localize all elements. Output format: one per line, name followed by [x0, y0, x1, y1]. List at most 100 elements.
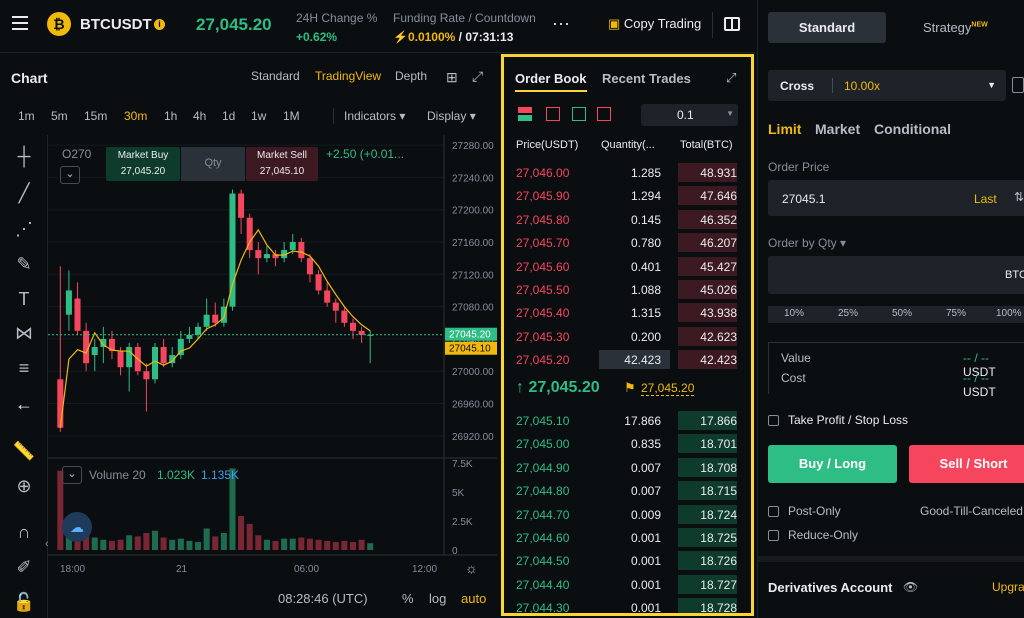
bid-row[interactable]: 27,045.10 17.866 17.866 — [504, 409, 751, 432]
hamburger-menu-icon[interactable] — [12, 16, 28, 30]
price-chart[interactable]: 27280.00 27240.00 27200.00 27160.00 27120.00… — [48, 135, 497, 585]
grid-icon[interactable]: ⊞ — [446, 69, 458, 85]
bid-row[interactable]: 27,044.40 0.001 18.727 — [504, 573, 751, 596]
crosshair-icon[interactable]: ┼ — [17, 146, 31, 166]
book-bids-icon[interactable] — [572, 107, 586, 121]
display-dropdown[interactable]: Display ▾ — [427, 109, 476, 123]
qty-input[interactable]: Qty — [181, 147, 245, 181]
tab-order-book[interactable]: Order Book — [515, 71, 587, 86]
type-conditional[interactable]: Conditional — [874, 121, 951, 137]
scroll-left-icon[interactable]: ‹ — [45, 538, 49, 550]
magnet-icon[interactable]: ∩ — [17, 522, 31, 542]
type-market[interactable]: Market — [815, 121, 861, 137]
zoom-in-icon[interactable]: ⊕ — [16, 476, 32, 496]
bid-row[interactable]: 27,044.30 0.001 18.728 — [504, 596, 751, 613]
bid-row[interactable]: 27,044.70 0.009 18.724 — [504, 503, 751, 526]
sell-short-button[interactable]: Sell / Short — [909, 445, 1024, 483]
ask-row[interactable]: 27,045.40 1.315 43.938 — [504, 301, 751, 324]
interval-1m[interactable]: 1m — [18, 109, 35, 123]
percent-option[interactable]: 25% — [838, 308, 859, 319]
interval-5m[interactable]: 5m — [51, 109, 68, 123]
ask-row[interactable]: 27,045.80 0.145 46.352 — [504, 208, 751, 231]
collapse-volume-button[interactable]: ⌄ — [62, 466, 82, 484]
percent-option[interactable]: 100% — [996, 308, 1022, 319]
last-button[interactable]: Last — [974, 192, 997, 206]
ask-row[interactable]: 27,045.30 0.200 42.623 — [504, 325, 751, 348]
brush-icon[interactable]: ✎ — [16, 254, 32, 274]
fib-tool-icon[interactable]: ⋰ — [15, 219, 33, 239]
qty-label[interactable]: Order by Qty ▾ — [768, 236, 847, 250]
ask-row[interactable]: 27,045.60 0.401 45.427 — [504, 255, 751, 278]
bid-row[interactable]: 27,044.60 0.001 18.725 — [504, 526, 751, 549]
copy-trading-button[interactable]: ▣ Copy Trading — [608, 16, 701, 32]
type-limit[interactable]: Limit — [768, 121, 802, 137]
settings-sun-icon[interactable]: ☼ — [465, 560, 478, 576]
ask-row[interactable]: 27,046.00 1.285 48.931 — [504, 161, 751, 184]
lock-icon[interactable]: 🔓 — [12, 592, 36, 612]
margin-leverage-select[interactable]: Cross 10.00x ▼ — [768, 70, 1006, 101]
time-in-force[interactable]: Good-Till-Canceled — [920, 504, 1023, 518]
scale-percent[interactable]: % — [402, 591, 414, 606]
mark-price[interactable]: 27,045.20 — [641, 381, 695, 396]
expand-icon[interactable]: ⤢ — [472, 68, 484, 84]
upgrade-link[interactable]: Upgra — [992, 580, 1024, 594]
tab-recent-trades[interactable]: Recent Trades — [602, 71, 691, 86]
time-tick-label: 06:00 — [294, 564, 319, 575]
post-only-checkbox[interactable] — [768, 506, 779, 517]
trendline-icon[interactable]: ╱ — [18, 183, 30, 203]
bid-row[interactable]: 27,044.50 0.001 18.726 — [504, 549, 751, 572]
view-tradingview[interactable]: TradingView — [315, 69, 382, 83]
percent-slider[interactable]: 10% 25% 50% 75% 100% — [768, 306, 1024, 323]
book-asks-icon[interactable] — [546, 107, 560, 121]
ask-row[interactable]: 27,045.20 42.423 42.423 — [504, 348, 751, 371]
expand-icon[interactable]: ⤢ — [726, 70, 737, 85]
interval-15m[interactable]: 15m — [84, 109, 108, 123]
bid-row[interactable]: 27,045.00 0.835 18.701 — [504, 432, 751, 455]
layout-icon[interactable] — [724, 17, 740, 31]
eye-icon[interactable]: 👁 — [903, 580, 919, 594]
buy-long-button[interactable]: Buy / Long — [768, 445, 897, 483]
interval-4h[interactable]: 4h — [193, 109, 207, 123]
pattern-icon[interactable]: ⋈ — [15, 323, 33, 343]
symbol-name[interactable]: BTCUSDT — [80, 16, 152, 33]
swap-icon[interactable]: ⇅ — [1014, 190, 1024, 204]
bid-row[interactable]: 27,044.80 0.007 18.715 — [504, 479, 751, 502]
market-sell-button[interactable]: Market Sell 27,045.10 — [246, 147, 318, 181]
tab-standard[interactable]: Standard — [768, 12, 886, 43]
interval-1w[interactable]: 1w — [251, 109, 267, 123]
qty-input[interactable]: BTC — [768, 256, 1024, 294]
back-arrow-icon[interactable]: ← — [15, 394, 33, 414]
interval-1M[interactable]: 1M — [283, 109, 300, 123]
price-step-select[interactable]: 0.1 ▼ — [641, 104, 738, 126]
reduce-only-checkbox[interactable] — [768, 530, 779, 541]
percent-option[interactable]: 75% — [946, 308, 967, 319]
lock-drawing-icon[interactable]: ✐ — [16, 557, 32, 577]
interval-30m[interactable]: 30m — [124, 109, 148, 123]
bid-row[interactable]: 27,044.90 0.007 18.708 — [504, 456, 751, 479]
measure-icon[interactable]: ≡ — [18, 358, 30, 378]
ask-row[interactable]: 27,045.70 0.780 46.207 — [504, 231, 751, 254]
calculator-icon[interactable] — [1012, 77, 1024, 93]
scale-auto[interactable]: auto — [461, 591, 487, 606]
ruler-icon[interactable]: 📏 — [12, 441, 36, 461]
text-tool-icon[interactable]: T — [18, 289, 30, 309]
ask-row[interactable]: 27,045.90 1.294 47.646 — [504, 184, 751, 207]
info-icon[interactable]: i — [154, 19, 165, 30]
tab-strategy[interactable]: StrategyNEW — [923, 20, 988, 35]
more-icon[interactable]: ··· — [552, 13, 570, 33]
ask-row[interactable]: 27,045.50 1.088 45.026 — [504, 278, 751, 301]
percent-option[interactable]: 50% — [892, 308, 913, 319]
collapse-legend-button[interactable]: ⌄ — [60, 166, 80, 184]
view-depth[interactable]: Depth — [395, 69, 428, 83]
interval-1d[interactable]: 1d — [222, 109, 236, 123]
order-price-input[interactable]: 27045.1 Last ⇅ — [768, 180, 1024, 216]
book-list-icon[interactable] — [597, 107, 611, 121]
market-buy-button[interactable]: Market Buy 27,045.20 — [106, 147, 180, 181]
tpsl-checkbox[interactable] — [768, 415, 779, 426]
percent-option[interactable]: 10% — [784, 308, 805, 319]
book-both-icon[interactable] — [518, 107, 532, 121]
interval-1h[interactable]: 1h — [164, 109, 178, 123]
scale-log[interactable]: log — [429, 591, 447, 606]
indicators-dropdown[interactable]: Indicators ▾ — [344, 109, 406, 123]
view-standard[interactable]: Standard — [251, 69, 300, 83]
